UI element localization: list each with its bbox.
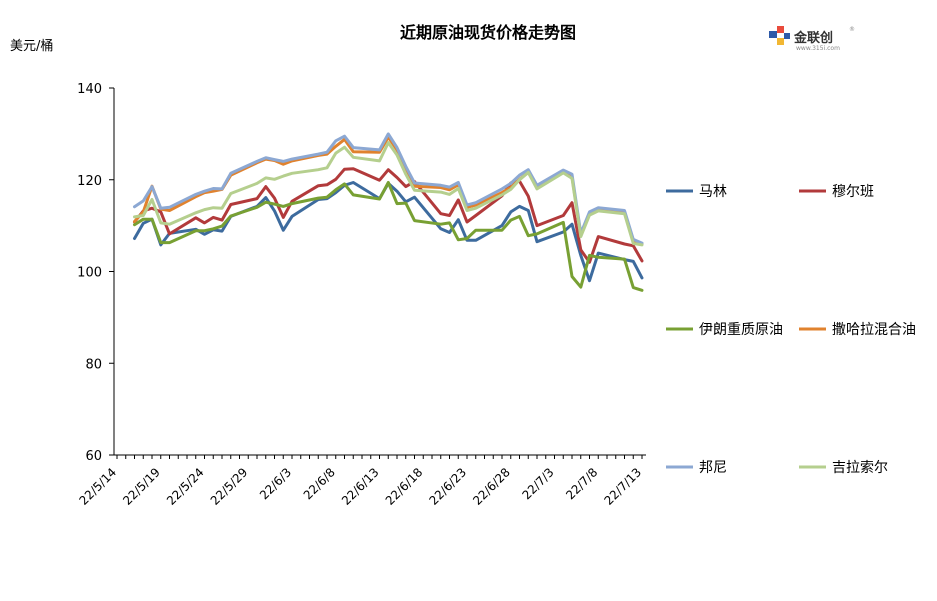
brand-logo: 金联创 ® www.315i.com — [769, 26, 855, 52]
y-tick-label: 100 — [77, 266, 102, 281]
x-tick-label: 22/7/8 — [563, 465, 600, 502]
y-tick-label: 80 — [85, 357, 102, 372]
x-tick-label: 22/6/23 — [427, 465, 470, 508]
y-tick-label: 60 — [85, 449, 102, 464]
x-tick-label: 22/5/29 — [208, 465, 251, 508]
legend-label-1: 马林 — [699, 184, 727, 200]
x-tick-label: 22/7/13 — [602, 465, 645, 508]
logo-mark-yellow — [777, 38, 784, 45]
logo-mark-red — [777, 26, 784, 33]
logo-name: 金联创 — [793, 30, 833, 46]
series-line-2 — [133, 167, 644, 264]
legend-label-6: 吉拉索尔 — [832, 459, 888, 476]
x-tick-label: 22/5/14 — [77, 465, 120, 508]
legend-label-5: 邦尼 — [699, 460, 727, 476]
legend-label-4: 撒哈拉混合油 — [832, 322, 916, 338]
x-tick-label: 22/5/19 — [120, 465, 163, 508]
x-tick-label: 22/7/3 — [519, 465, 556, 502]
x-tick-label: 22/6/28 — [470, 465, 513, 508]
x-tick-label: 22/5/24 — [164, 465, 207, 508]
series-line-5 — [133, 132, 644, 245]
legend-label-3: 伊朗重质原油 — [699, 322, 783, 338]
y-tick-label: 120 — [77, 174, 102, 189]
x-tick-label: 22/6/3 — [257, 465, 294, 502]
logo-mark-blue — [769, 31, 777, 38]
y-axis-unit: 美元/桶 — [10, 39, 53, 54]
x-tick-label: 22/6/18 — [383, 465, 426, 508]
series-line-6 — [133, 141, 644, 247]
chart-title: 近期原油现货价格走势图 — [400, 23, 576, 42]
x-tick-label: 22/6/8 — [301, 465, 338, 502]
logo-mark-blue-2 — [784, 33, 790, 39]
logo-registered-mark: ® — [849, 26, 855, 33]
legend-label-2: 穆尔班 — [832, 184, 874, 200]
series-layer — [133, 132, 644, 292]
y-tick-label: 140 — [77, 82, 102, 97]
x-tick-label: 22/6/13 — [339, 465, 382, 508]
axes: 60 80 100 120 140 22/5/14 22/5/19 22/5/24 22/5/2… — [77, 82, 646, 508]
logo-url: www.315i.com — [796, 45, 840, 52]
series-line-3 — [133, 181, 644, 292]
